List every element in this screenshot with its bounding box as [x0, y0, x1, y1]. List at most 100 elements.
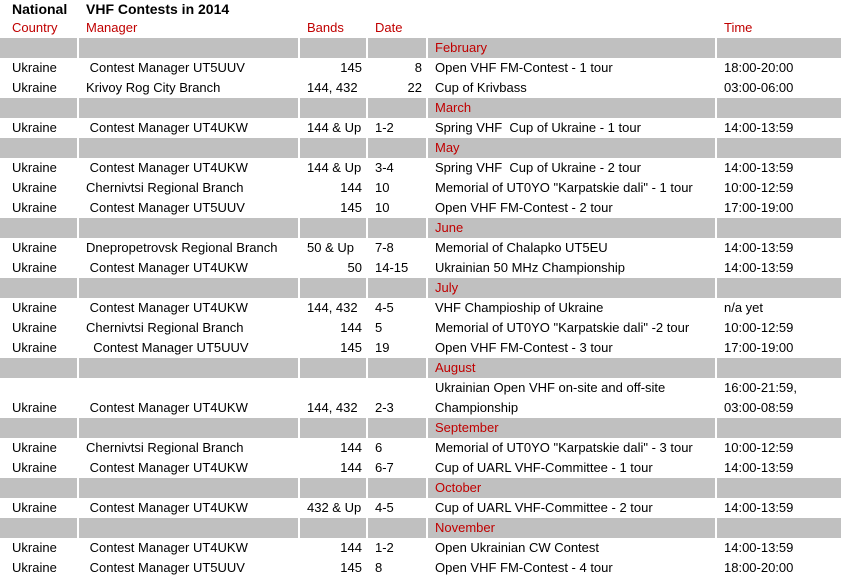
contest-name-cell: Spring VHF Cup of Ukraine - 1 tour — [435, 120, 641, 135]
contest-name-cell: Memorial of Chalapko UT5EU — [435, 240, 608, 255]
month-row: November — [0, 518, 842, 538]
month-row: August — [0, 358, 842, 378]
date-cell: 4-5 — [375, 500, 394, 515]
empty-cell — [79, 218, 300, 238]
manager-cell: Krivoy Rog City Branch — [86, 80, 221, 95]
empty-cell — [368, 478, 428, 498]
empty-cell — [717, 358, 842, 378]
header-manager: Manager — [86, 20, 138, 35]
header-row: Country Manager Bands Date Time — [0, 18, 841, 38]
country-cell: Ukraine — [12, 340, 57, 355]
header-contest — [428, 18, 717, 38]
date-cell: 4-5 — [375, 300, 394, 315]
empty-cell — [0, 518, 79, 538]
time-cell: 18:00-20:00 — [724, 560, 794, 575]
title-row: National VHF Contests in 2014 — [0, 0, 841, 18]
month-label: June — [428, 218, 717, 238]
empty-cell — [717, 98, 842, 118]
date-cell: 2-3 — [375, 400, 394, 415]
contest-row: Ukraine Chernivtsi Regional Branch 144 6 Mem… — [0, 438, 841, 458]
contest-name-cell: Open VHF FM-Contest - 2 tour — [435, 200, 613, 215]
empty-cell — [0, 138, 79, 158]
empty-cell — [0, 358, 79, 378]
contest-row: Ukraine Contest Manager UT4UKW 144 6-7 Cup … — [0, 458, 841, 478]
month-row: September — [0, 418, 842, 438]
time-cell: 10:00-12:59 — [724, 180, 794, 195]
empty-cell — [79, 138, 300, 158]
empty-cell — [300, 418, 368, 438]
date-cell: 6 — [375, 440, 383, 455]
empty-cell — [717, 418, 842, 438]
date-cell: 7-8 — [375, 240, 394, 255]
contest-row: Ukraine Contest Manager UT4UKW 50 14-15 Ukr… — [0, 258, 841, 278]
empty-cell — [300, 98, 368, 118]
time-cell: 14:00-13:59 — [724, 120, 794, 135]
empty-cell — [300, 138, 368, 158]
empty-cell — [0, 418, 79, 438]
header-date: Date — [375, 20, 403, 35]
empty-cell — [0, 38, 79, 58]
country-cell: Ukraine — [12, 440, 57, 455]
country-cell: Ukraine — [12, 120, 57, 135]
time-cell: 03:00-06:00 — [724, 80, 794, 95]
manager-cell: Contest Manager UT4UKW — [86, 160, 248, 175]
country-cell: Ukraine — [12, 180, 57, 195]
manager-cell: Chernivtsi Regional Branch — [86, 440, 244, 455]
bands-cell: 144 — [340, 440, 362, 455]
country-cell: Ukraine — [12, 540, 57, 555]
bands-cell: 50 — [347, 260, 362, 275]
empty-cell — [300, 478, 368, 498]
time-cell: n/a yet — [724, 300, 764, 315]
manager-cell: Contest Manager UT5UUV — [86, 200, 245, 215]
contest-row: Ukraine Contest Manager UT4UKW 144, 432 2-… — [0, 378, 841, 418]
country-cell: Ukraine — [12, 300, 57, 315]
contest-row: Ukraine Contest Manager UT4UKW 144, 432 4-… — [0, 298, 841, 318]
empty-cell — [0, 98, 79, 118]
date-cell: 1-2 — [375, 120, 394, 135]
contest-name-cell: Memorial of UT0YO "Karpatskie dali" -2 t… — [435, 320, 690, 335]
empty-cell — [79, 418, 300, 438]
contest-name-cell: Spring VHF Cup of Ukraine - 2 tour — [435, 160, 641, 175]
empty-cell — [300, 38, 368, 58]
month-label: May — [428, 138, 717, 158]
manager-cell: Chernivtsi Regional Branch — [86, 320, 244, 335]
date-cell: 1-2 — [375, 540, 394, 555]
contest-name-cell: Cup of Krivbass — [435, 80, 527, 95]
date-cell: 14-15 — [375, 260, 409, 275]
month-row: October — [0, 478, 842, 498]
bands-cell: 144 — [340, 320, 362, 335]
date-cell: 8 — [414, 60, 422, 75]
bands-cell: 145 — [340, 200, 362, 215]
bands-cell: 144 & Up — [307, 120, 362, 135]
month-row: July — [0, 278, 842, 298]
country-cell: Ukraine — [12, 240, 57, 255]
contest-name-cell: Open VHF FM-Contest - 1 tour — [435, 60, 613, 75]
empty-cell — [300, 278, 368, 298]
empty-cell — [79, 358, 300, 378]
contest-row: Ukraine Contest Manager UT5UUV 145 10 Open … — [0, 198, 841, 218]
month-row: February — [0, 38, 842, 58]
bands-cell: 145 — [340, 340, 362, 355]
manager-cell: Contest Manager UT4UKW — [86, 540, 248, 555]
bands-cell: 144, 432 — [307, 80, 358, 95]
manager-cell: Contest Manager UT4UKW — [86, 120, 248, 135]
contest-row: Ukraine Dnepropetrovsk Regional Branch 50 … — [0, 238, 841, 258]
contest-name-cell: Cup of UARL VHF-Committee - 2 tour — [435, 500, 653, 515]
month-row: June — [0, 218, 842, 238]
contest-row: Ukraine Contest Manager UT4UKW 144 & Up 1-… — [0, 118, 841, 138]
country-cell: Ukraine — [12, 400, 57, 415]
date-cell: 10 — [375, 180, 390, 195]
time-cell: 14:00-13:59 — [724, 540, 794, 555]
manager-cell: Contest Manager UT5UUV — [86, 560, 245, 575]
manager-cell: Contest Manager UT4UKW — [86, 500, 248, 515]
country-cell: Ukraine — [12, 160, 57, 175]
bands-cell: 145 — [340, 560, 362, 575]
contest-name-cell: Open VHF FM-Contest - 4 tour — [435, 560, 613, 575]
empty-cell — [717, 218, 842, 238]
empty-cell — [300, 518, 368, 538]
bands-cell: 432 & Up — [307, 500, 362, 515]
empty-cell — [368, 218, 428, 238]
time-cell: 14:00-13:59 — [724, 160, 794, 175]
empty-cell — [79, 38, 300, 58]
time-cell: 14:00-13:59 — [724, 460, 794, 475]
